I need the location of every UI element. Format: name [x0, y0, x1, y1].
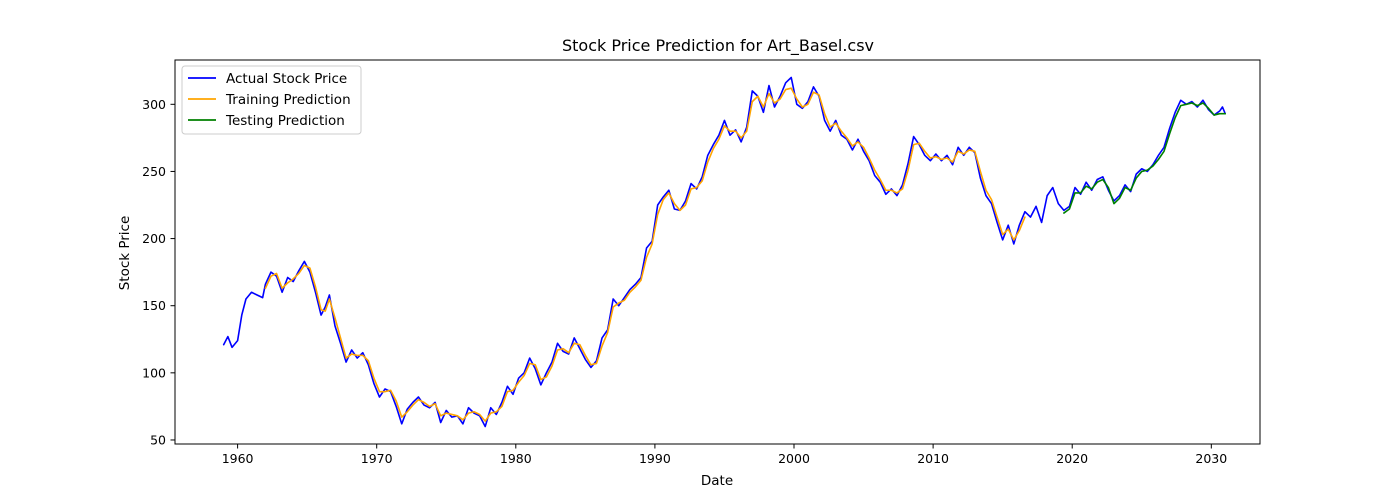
x-axis-title: Date: [701, 473, 733, 489]
x-tick-label: 2000: [778, 451, 810, 466]
x-axis: 1960 1970 1980 1990 2000 2010 2020 2030: [222, 444, 1227, 466]
y-axis: 50 100 150 200 250 300: [142, 97, 175, 447]
y-axis-title: Stock Price: [117, 216, 133, 291]
x-tick-label: 2030: [1195, 451, 1227, 466]
y-tick-label: 50: [150, 432, 166, 447]
x-tick-label: 2020: [1056, 451, 1088, 466]
y-tick-label: 250: [142, 164, 166, 179]
chart-title: Stock Price Prediction for Art_Basel.csv: [562, 36, 874, 56]
legend: Actual Stock Price Training Prediction Tes…: [181, 65, 362, 135]
y-tick-label: 200: [142, 231, 166, 246]
y-tick-label: 100: [142, 365, 166, 380]
x-tick-label: 1990: [639, 451, 671, 466]
legend-label-testing-prediction: Testing Prediction: [225, 113, 345, 129]
plot-area-frame: [174, 59, 1261, 445]
x-tick-label: 1960: [222, 451, 254, 466]
x-tick-label: 2010: [917, 451, 949, 466]
series-line-training-prediction: [264, 87, 1026, 422]
series-line-testing-prediction: [1063, 102, 1227, 214]
x-tick-label: 1980: [500, 451, 532, 466]
legend-label-actual-stock-price: Actual Stock Price: [226, 71, 347, 87]
y-tick-label: 150: [142, 298, 166, 313]
legend-box: [181, 65, 362, 135]
series-layer: [222, 76, 1227, 428]
x-tick-label: 1970: [361, 451, 393, 466]
series-line-actual-stock-price: [222, 76, 1227, 428]
y-tick-label: 300: [142, 97, 166, 112]
legend-label-training-prediction: Training Prediction: [225, 92, 351, 108]
